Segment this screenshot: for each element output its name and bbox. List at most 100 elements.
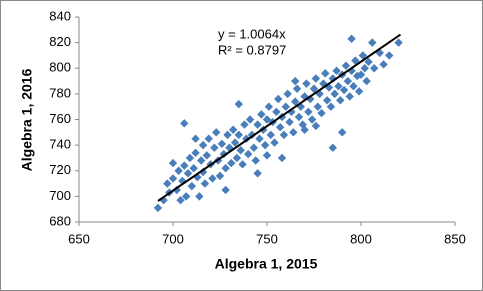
point	[187, 181, 196, 191]
x-tick-label: 800	[350, 231, 372, 246]
point	[364, 57, 373, 67]
point	[317, 108, 326, 118]
point	[202, 151, 212, 160]
point	[183, 169, 193, 178]
y-tick-label: 680	[49, 213, 71, 228]
point	[356, 70, 366, 79]
point	[349, 81, 358, 91]
point	[275, 122, 285, 132]
point	[394, 38, 403, 47]
y-tick-label: 740	[49, 137, 71, 152]
point	[281, 102, 290, 111]
point	[266, 130, 275, 140]
point	[328, 143, 337, 152]
point	[313, 102, 322, 111]
point	[195, 192, 204, 201]
point	[217, 139, 227, 149]
point	[193, 172, 202, 182]
point	[221, 185, 230, 195]
trendline	[157, 33, 402, 202]
point	[339, 85, 349, 95]
point	[197, 156, 206, 165]
point	[326, 102, 336, 111]
y-tick-label: 700	[49, 188, 71, 203]
point	[343, 76, 353, 86]
point	[274, 94, 283, 104]
x-tick-label: 700	[162, 231, 184, 246]
y-axis-title: Algebra 1, 2016	[19, 68, 35, 171]
point	[253, 120, 262, 129]
point	[283, 89, 292, 99]
point	[174, 166, 183, 175]
point	[279, 130, 289, 140]
point	[228, 125, 238, 134]
point	[191, 134, 200, 143]
point	[204, 134, 213, 143]
point	[272, 107, 281, 117]
point	[230, 138, 240, 147]
trendline-annotation: R² = 0.8797	[218, 42, 286, 57]
point	[236, 146, 245, 155]
point	[362, 76, 371, 86]
point	[227, 158, 236, 168]
point	[180, 119, 189, 128]
point	[180, 161, 189, 170]
y-tick-label: 800	[49, 60, 71, 75]
point	[311, 74, 321, 83]
point	[360, 64, 369, 73]
point	[334, 81, 343, 91]
point	[210, 143, 219, 152]
point	[168, 174, 178, 183]
point	[369, 64, 379, 73]
y-tick-label: 760	[49, 111, 71, 126]
point	[221, 163, 230, 173]
point	[225, 143, 234, 152]
point	[223, 130, 232, 140]
point	[262, 151, 272, 160]
point	[292, 84, 302, 93]
point	[341, 61, 351, 70]
point	[181, 192, 191, 201]
point	[242, 134, 251, 143]
point	[330, 89, 339, 99]
point	[240, 120, 249, 129]
point	[338, 128, 347, 137]
point	[351, 56, 360, 65]
point	[245, 115, 255, 124]
trendline-annotation: y = 1.0064x	[218, 26, 286, 41]
point	[198, 140, 208, 150]
point	[307, 115, 317, 124]
point	[176, 196, 185, 205]
point	[212, 128, 221, 137]
point	[247, 130, 257, 140]
point	[215, 171, 225, 181]
point	[200, 179, 210, 188]
point	[257, 110, 266, 119]
point	[379, 60, 388, 69]
point	[238, 160, 247, 169]
point	[172, 185, 181, 195]
point	[304, 107, 313, 117]
point	[354, 87, 364, 96]
point	[244, 149, 253, 159]
y-tick-label: 720	[49, 162, 71, 177]
point	[251, 156, 260, 165]
y-tick-label: 780	[49, 85, 71, 100]
point	[277, 153, 287, 163]
point	[208, 174, 217, 183]
point	[322, 96, 332, 105]
point	[358, 51, 368, 60]
point	[153, 203, 163, 213]
point	[332, 66, 341, 76]
point	[189, 163, 198, 173]
point	[232, 153, 242, 163]
point	[270, 138, 279, 147]
point	[300, 125, 309, 134]
point	[178, 176, 187, 186]
point	[309, 84, 319, 93]
point	[260, 140, 270, 150]
point	[168, 158, 178, 168]
point	[234, 130, 243, 140]
